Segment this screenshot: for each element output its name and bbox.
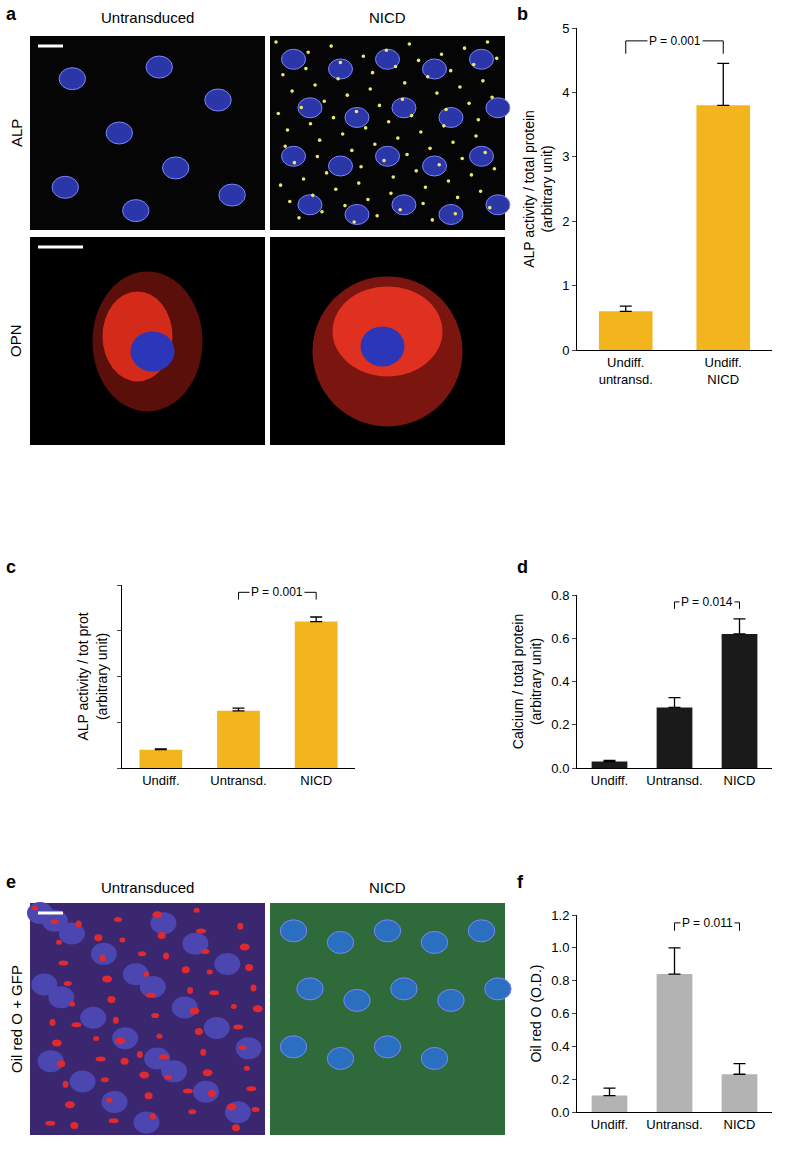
- svg-text:P = 0.011: P = 0.011: [682, 916, 733, 930]
- svg-text:0.2: 0.2: [551, 717, 569, 732]
- svg-text:5: 5: [562, 21, 569, 36]
- svg-text:ALP: ALP: [8, 119, 25, 147]
- svg-text:0.0: 0.0: [551, 761, 569, 776]
- svg-text:ALP activity / total protein(a: ALP activity / total protein(arbitrary u…: [521, 110, 555, 268]
- svg-text:Undiff.untransd.: Undiff.untransd.: [599, 355, 653, 387]
- svg-text:0.6: 0.6: [551, 1006, 569, 1021]
- svg-text:Oil red O + GFP: Oil red O + GFP: [8, 965, 25, 1073]
- svg-text:c: c: [6, 557, 16, 577]
- svg-text:Undiff.: Undiff.: [142, 773, 179, 788]
- svg-text:0.4: 0.4: [551, 674, 569, 689]
- svg-text:NICD: NICD: [724, 1117, 756, 1132]
- svg-text:3: 3: [562, 149, 569, 164]
- svg-text:Oil red O (O.D.): Oil red O (O.D.): [528, 964, 544, 1062]
- svg-text:4: 4: [562, 85, 569, 100]
- svg-text:Untransduced: Untransduced: [101, 879, 194, 896]
- svg-text:Undiff.NICD: Undiff.NICD: [705, 355, 742, 387]
- svg-text:1: 1: [562, 278, 569, 293]
- svg-text:a: a: [6, 4, 17, 24]
- svg-text:0: 0: [562, 343, 569, 358]
- svg-text:f: f: [517, 872, 524, 892]
- svg-text:P = 0.014: P = 0.014: [681, 595, 733, 609]
- svg-text:d: d: [517, 557, 528, 577]
- svg-text:OPN: OPN: [7, 324, 24, 357]
- svg-text:Undiff.: Undiff.: [591, 1117, 628, 1132]
- svg-text:P = 0.001: P = 0.001: [251, 585, 303, 599]
- svg-text:Untransd.: Untransd.: [646, 1117, 702, 1132]
- svg-text:Calcium / total protein(arbitr: Calcium / total protein(arbitrary unit): [510, 614, 544, 749]
- svg-text:Untransd.: Untransd.: [646, 773, 702, 788]
- svg-text:0.6: 0.6: [551, 631, 569, 646]
- svg-text:2: 2: [562, 214, 569, 229]
- svg-text:P = 0.001: P = 0.001: [649, 34, 701, 48]
- svg-text:1.2: 1.2: [551, 908, 569, 923]
- svg-text:ALP activity / tot prot(arbitr: ALP activity / tot prot(arbitrary unit): [75, 612, 109, 740]
- svg-text:e: e: [6, 872, 16, 892]
- svg-text:0.0: 0.0: [551, 1105, 569, 1120]
- svg-text:Untransd.: Untransd.: [210, 773, 266, 788]
- svg-text:NICD: NICD: [369, 879, 406, 896]
- svg-text:0.8: 0.8: [551, 588, 569, 603]
- svg-text:0.2: 0.2: [551, 1072, 569, 1087]
- svg-text:b: b: [517, 4, 528, 24]
- svg-text:0.8: 0.8: [551, 973, 569, 988]
- svg-text:NICD: NICD: [369, 9, 406, 26]
- svg-text:1.0: 1.0: [551, 940, 569, 955]
- svg-text:Undiff.: Undiff.: [591, 773, 628, 788]
- svg-text:NICD: NICD: [724, 773, 756, 788]
- svg-text:Untransduced: Untransduced: [101, 9, 194, 26]
- svg-text:0.4: 0.4: [551, 1039, 569, 1054]
- svg-text:NICD: NICD: [300, 773, 332, 788]
